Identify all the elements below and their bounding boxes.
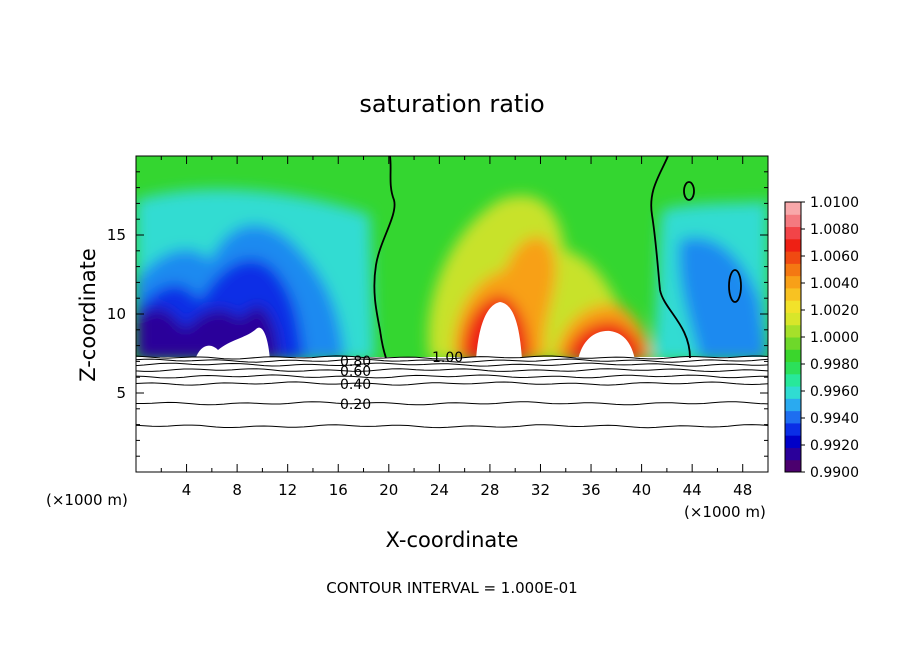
colorbar-label: 0.9960 [810,384,859,400]
contour-label: 0.40 [340,377,371,393]
colorbar-segment [785,275,801,289]
y-tick-label: 10 [107,305,126,323]
x-tick-label: 44 [683,481,702,499]
x-unit-left: (×1000 m) [46,491,128,509]
field-blue-right [679,237,768,360]
x-axis: 4 8 12 16 20 24 28 32 36 40 44 48 [160,156,752,499]
x-axis-label: X-coordinate [386,528,519,552]
isoline [135,368,769,373]
colorbar-segment [785,447,801,461]
x-tick-label: 48 [733,481,752,499]
colorbar-label: 1.0040 [810,276,859,292]
x-tick-label: 12 [278,481,297,499]
colorbar-segment [785,435,801,448]
contour-1.00-loop-right [728,269,742,303]
colorbar-segment [785,202,801,215]
colorbar-label: 1.0100 [810,195,859,211]
y-axis-label: Z-coordinate [76,248,100,382]
x-tick-label: 16 [329,481,348,499]
contour-interval-note: CONTOUR INTERVAL = 1.000E-01 [326,579,577,597]
colorbar-segment [785,251,801,264]
lower-white-region [136,357,768,472]
isoline [135,424,769,429]
colorbar-segment [785,337,801,350]
colorbar-segment [785,263,801,277]
colorbar-segment [785,324,801,338]
colorbar: 0.9900 0.9920 0.9940 0.9960 0.9980 1.0000 1.00… [784,195,859,481]
y-axis: 5 10 15 [107,171,768,457]
colorbar-segment [785,214,801,228]
terrain-white-hump-2 [578,330,635,360]
contour-label: 0.60 [340,364,371,380]
colorbar-segment [785,386,801,399]
heatmap-field [136,156,768,472]
colorbar-segment [785,373,801,387]
x-unit-right: (×1000 m) [684,503,766,521]
colorbar-label: 1.0020 [810,303,859,319]
isoline [135,362,769,367]
contour-1.00-right [650,155,691,359]
isoline [135,401,769,406]
colorbar-segment [785,312,801,326]
isoline-group [135,355,769,429]
colorbar-segment [785,410,801,424]
colorbar-label: 0.9920 [810,438,859,454]
isoline [135,355,769,360]
colorbar-segment [785,349,801,363]
colorbar-segment [785,238,801,252]
colorbar-segment [785,300,801,313]
colorbar-label: 0.9900 [810,465,859,481]
x-tick-label: 4 [182,481,192,499]
terrain-white-hump-3 [195,327,270,360]
colorbar-segment [785,287,801,301]
colorbar-segment [785,361,801,375]
terrain-white-hump-1 [476,302,522,360]
contour-label: 0.80 [340,354,371,370]
x-tick-label: 40 [632,481,651,499]
colorbar-label: 1.0080 [810,222,859,238]
y-tick-label: 15 [107,226,126,244]
x-tick-label: 32 [531,481,550,499]
colorbar-segment [785,226,801,240]
isoline [135,358,769,363]
colorbar-label: 0.9980 [810,357,859,373]
colorbar-label: 1.0060 [810,249,859,265]
chart-title: saturation ratio [359,90,544,118]
colorbar-label: 1.0000 [810,330,859,346]
contour-label: 0.20 [340,397,371,413]
x-tick-label: 28 [480,481,499,499]
contour-1.00-small-loop [683,181,695,201]
contour-label: 1.00 [432,350,463,366]
x-tick-label: 24 [430,481,449,499]
colorbar-segment [785,422,801,436]
colorbar-segment [785,459,801,473]
x-tick-label: 8 [232,481,242,499]
colorbar-segment [785,398,801,412]
isoline [135,381,769,386]
x-tick-label: 20 [379,481,398,499]
contour-label-group: 1.00 0.80 0.60 0.40 0.20 [340,350,463,413]
x-tick-label: 36 [581,481,600,499]
contour-1.00-left [373,155,396,359]
y-tick-label: 5 [116,384,126,402]
colorbar-label: 0.9940 [810,411,859,427]
isoline [135,374,768,379]
